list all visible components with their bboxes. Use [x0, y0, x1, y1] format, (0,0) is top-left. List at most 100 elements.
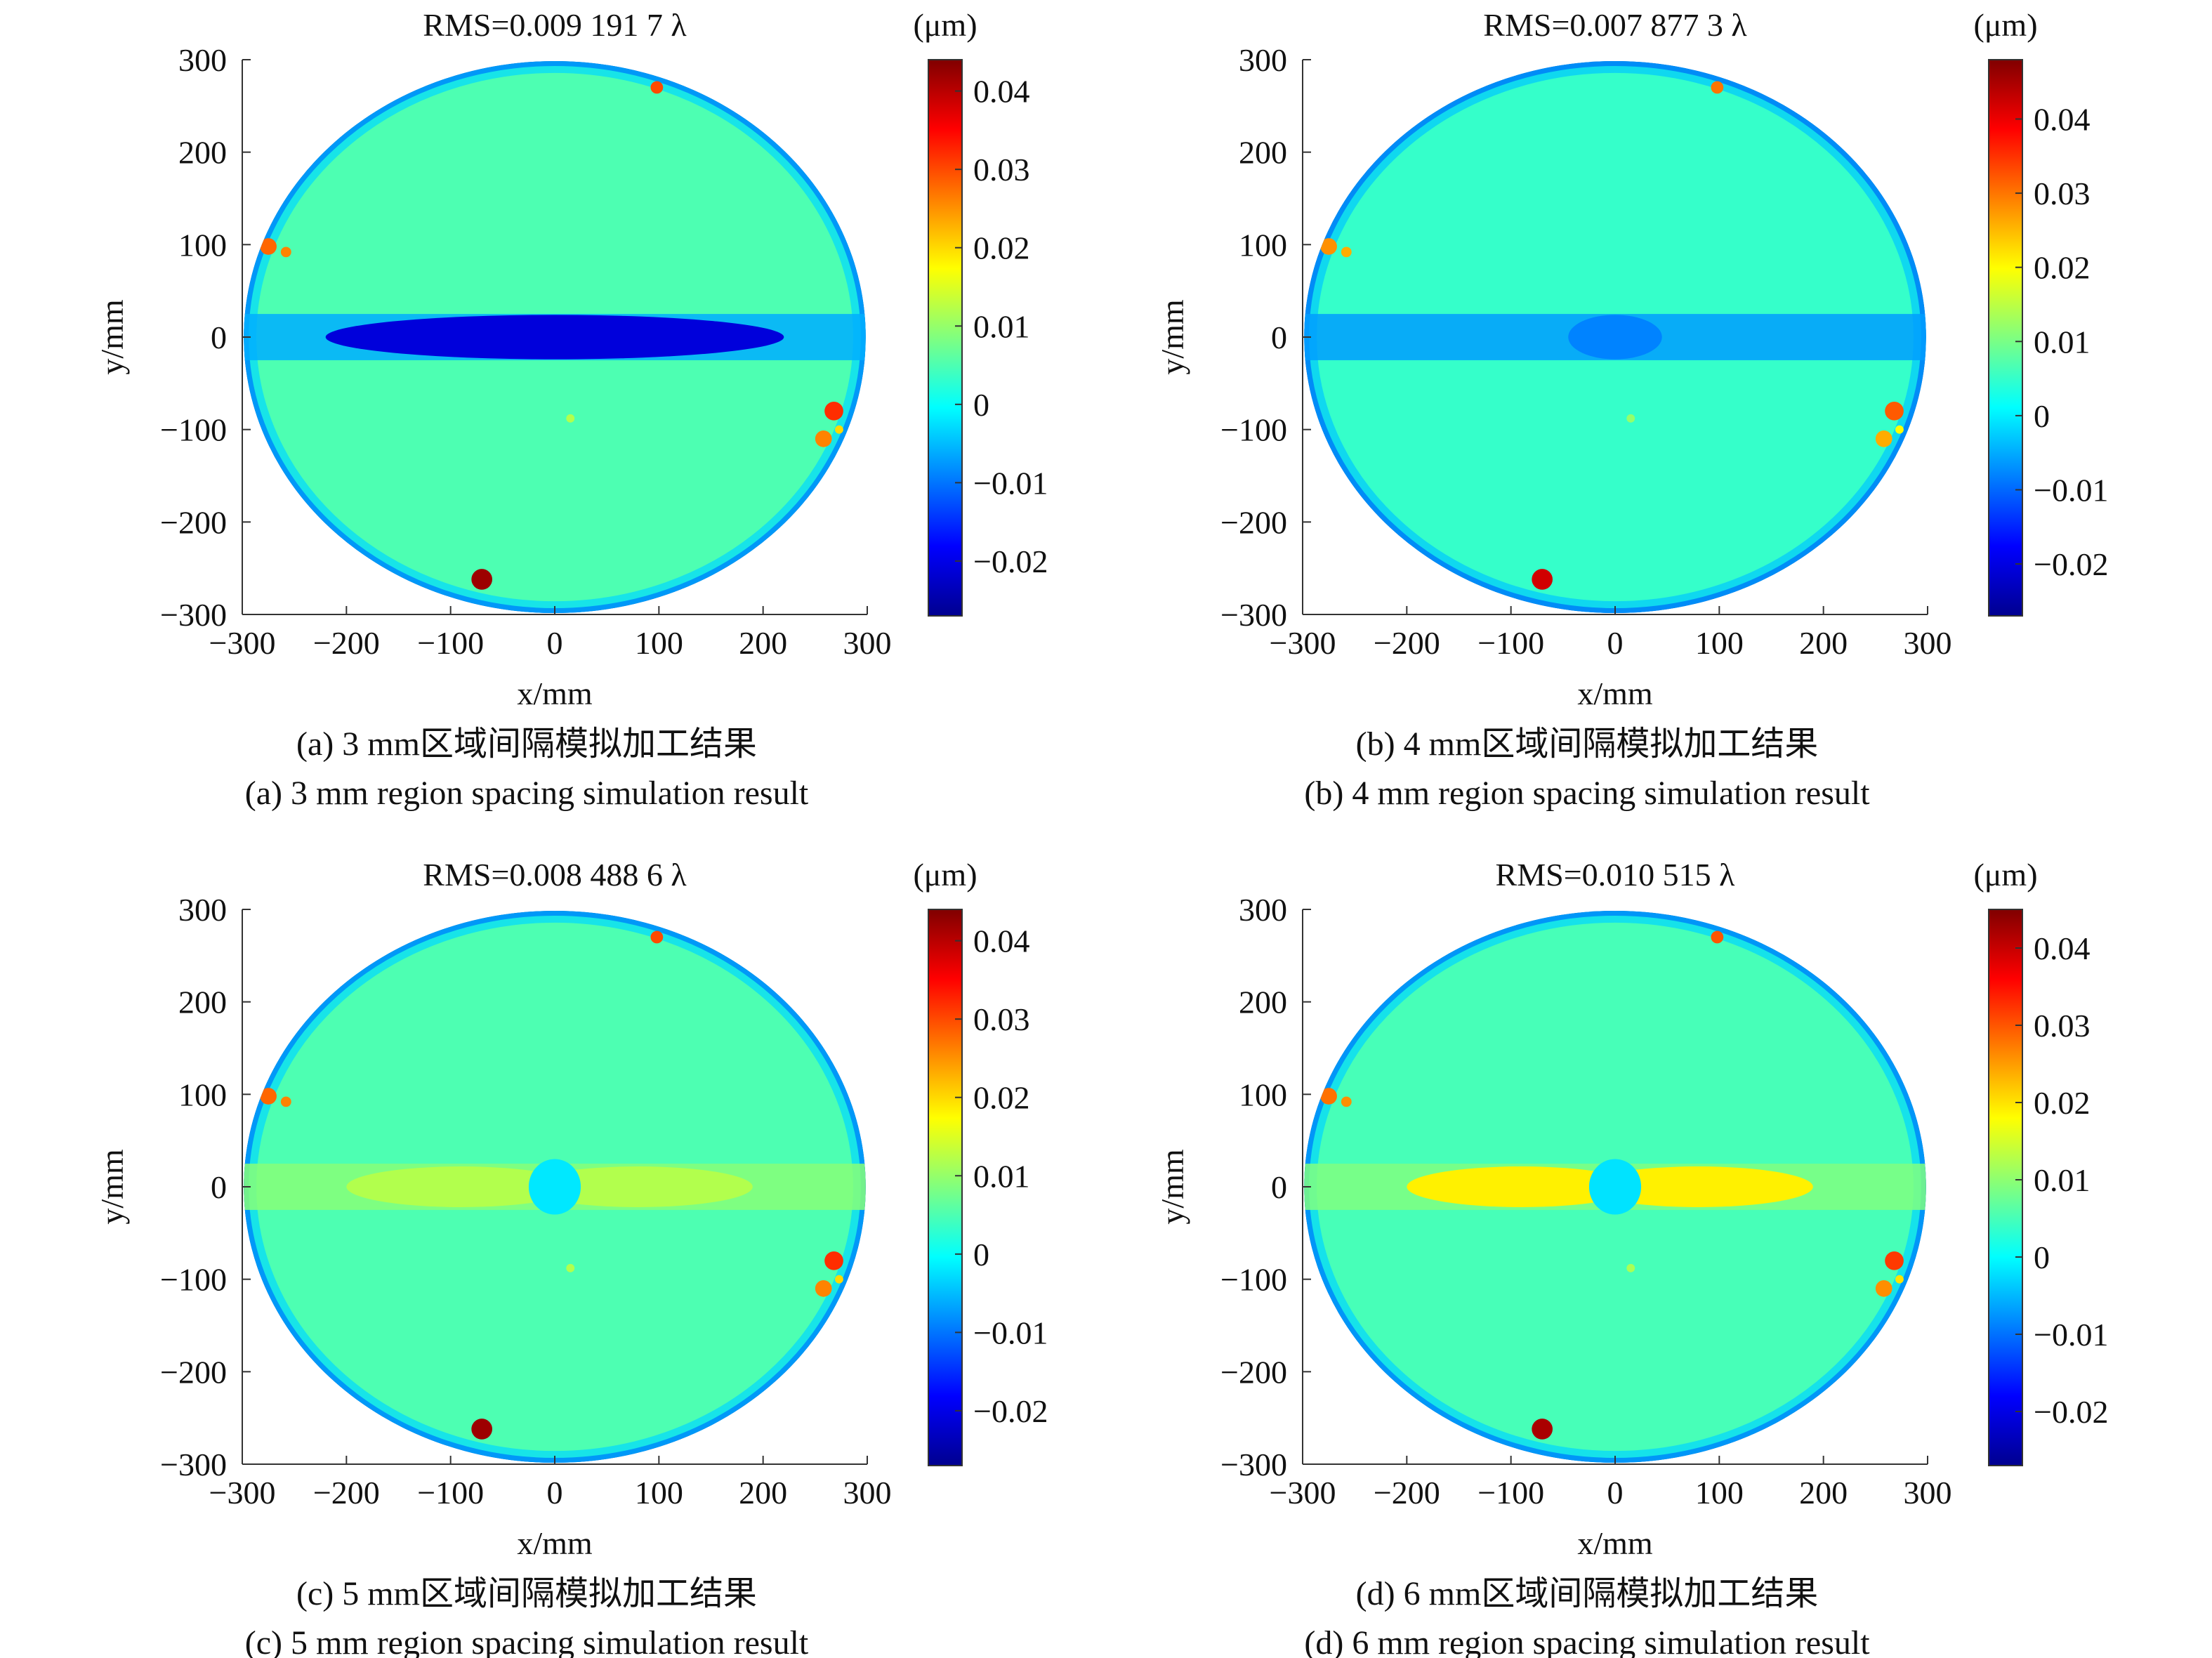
defect-spot-3	[1711, 81, 1724, 94]
y-tick-label: 200	[178, 985, 227, 1020]
defect-spot-6	[835, 425, 843, 434]
defect-spot-8	[566, 1263, 575, 1272]
defect-spot-5	[1875, 430, 1892, 447]
x-axis-label: x/mm	[517, 1525, 593, 1561]
colorbar-tick-label: 0.03	[973, 152, 1030, 187]
colorbar-tick-label: 0.03	[973, 1001, 1030, 1037]
y-tick-label: 200	[1239, 985, 1287, 1020]
chart-title: RMS=0.008 488 6 λ	[423, 857, 687, 893]
colorbar-tick-label: 0	[2034, 1239, 2050, 1275]
caption-en: (b) 4 mm region spacing simulation resul…	[1304, 775, 1870, 812]
defect-spot-8	[566, 414, 575, 423]
colorbar-tick-label: 0.04	[2034, 930, 2091, 966]
chart-title: RMS=0.009 191 7 λ	[423, 7, 687, 43]
colorbar-unit: (μm)	[913, 857, 977, 893]
x-tick-label: 100	[635, 625, 683, 661]
colorbar-tick-label: 0.01	[973, 1158, 1030, 1194]
defect-spot-6	[835, 1275, 843, 1284]
x-tick-label: −100	[417, 1475, 484, 1511]
y-tick-label: −300	[1220, 1447, 1287, 1482]
x-tick-label: −200	[313, 1475, 380, 1511]
x-tick-label: 100	[635, 1475, 683, 1511]
caption-cn: (a) 3 mm区域间隔模拟加工结果	[296, 725, 757, 763]
caption-en: (c) 5 mm region spacing simulation resul…	[245, 1624, 809, 1658]
colorbar	[1988, 909, 2023, 1466]
x-tick-label: −300	[209, 625, 276, 661]
colorbar-tick-label: −0.01	[973, 1315, 1048, 1350]
x-tick-label: 300	[1904, 1475, 1952, 1511]
colorbar-tick-label: −0.01	[973, 465, 1048, 501]
colorbar-tick-label: 0	[973, 1237, 989, 1272]
colorbar-tick-label: −0.02	[973, 1393, 1048, 1429]
x-axis-label: x/mm	[1577, 1525, 1653, 1561]
colorbar-unit: (μm)	[913, 7, 977, 43]
colorbar-tick-label: −0.01	[2034, 472, 2108, 508]
colorbar-tick-label: −0.02	[973, 544, 1048, 579]
colorbar-tick-label: 0	[2034, 398, 2050, 434]
caption-cn: (b) 4 mm区域间隔模拟加工结果	[1356, 725, 1819, 763]
y-tick-label: −200	[1220, 1354, 1287, 1390]
y-axis-label: y/mm	[1154, 299, 1190, 375]
colorbar-tick-label: 0.04	[2034, 101, 2091, 137]
defect-spot-7	[1532, 1419, 1553, 1440]
chart-panel-b: −300 −200 −100 0 100 200 300 300 200 100 0 −100 −200…	[1154, 7, 2108, 812]
x-tick-label: −300	[1270, 1475, 1336, 1511]
y-tick-label: 300	[178, 892, 227, 928]
x-tick-label: 100	[1695, 625, 1744, 661]
colorbar-tick-label: 0	[973, 387, 989, 423]
x-tick-label: 0	[547, 625, 563, 661]
y-tick-label: 200	[1239, 135, 1287, 171]
defect-spot-4	[1885, 1251, 1904, 1270]
y-tick-label: −200	[1220, 504, 1287, 540]
x-axis-label: x/mm	[517, 676, 593, 711]
defect-spot-1	[1320, 238, 1337, 255]
x-tick-label: −300	[1270, 625, 1336, 661]
band-hotspot-2	[523, 1166, 753, 1207]
x-tick-label: 100	[1695, 1475, 1744, 1511]
colorbar	[1988, 59, 2023, 617]
colorbar-tick-label: 0.02	[973, 230, 1030, 266]
x-tick-label: 300	[1904, 625, 1952, 661]
y-tick-label: 0	[211, 1169, 227, 1205]
y-tick-label: −100	[160, 412, 227, 448]
x-tick-label: −200	[1374, 625, 1440, 661]
x-tick-label: 0	[1607, 625, 1624, 661]
surface-map	[1304, 60, 1926, 614]
x-tick-label: 200	[739, 625, 787, 661]
caption-en: (d) 6 mm region spacing simulation resul…	[1304, 1624, 1870, 1658]
y-tick-label: −100	[1220, 1262, 1287, 1298]
band-core	[1568, 315, 1662, 360]
defect-spot-4	[824, 401, 843, 421]
defect-spot-2	[1341, 1096, 1352, 1107]
defect-spot-6	[1895, 1275, 1904, 1284]
y-axis-label: y/mm	[94, 1149, 130, 1225]
y-tick-label: −300	[160, 1447, 227, 1482]
x-tick-label: 0	[547, 1475, 563, 1511]
defect-spot-7	[1532, 569, 1553, 590]
chart-title: RMS=0.007 877 3 λ	[1483, 7, 1747, 43]
x-tick-label: −200	[1374, 1475, 1440, 1511]
colorbar-tick-label: −0.01	[2034, 1317, 2108, 1353]
colorbar-tick-label: 0.04	[973, 923, 1030, 959]
y-tick-label: −100	[160, 1262, 227, 1298]
defect-spot-1	[1320, 1088, 1337, 1105]
x-tick-label: 200	[1799, 625, 1848, 661]
colorbar-tick-label: 0.04	[973, 74, 1030, 110]
y-tick-label: −200	[160, 504, 227, 540]
defect-spot-1	[260, 1088, 277, 1105]
defect-spot-7	[471, 569, 493, 590]
colorbar-tick-label: 0.01	[973, 308, 1030, 344]
band-hotspot-1	[1407, 1166, 1636, 1207]
band-hotspot-1	[346, 1166, 576, 1207]
colorbar	[928, 909, 963, 1466]
defect-spot-6	[1895, 425, 1904, 434]
y-tick-label: −100	[1220, 412, 1287, 448]
colorbar-tick-label: −0.02	[2034, 546, 2108, 582]
defect-spot-8	[1626, 1263, 1635, 1272]
caption-en: (a) 3 mm region spacing simulation resul…	[245, 775, 809, 812]
defect-spot-2	[1341, 246, 1352, 258]
x-tick-label: 200	[739, 1475, 787, 1511]
colorbar-tick-label: 0.02	[973, 1080, 1030, 1116]
x-tick-label: 200	[1799, 1475, 1848, 1511]
